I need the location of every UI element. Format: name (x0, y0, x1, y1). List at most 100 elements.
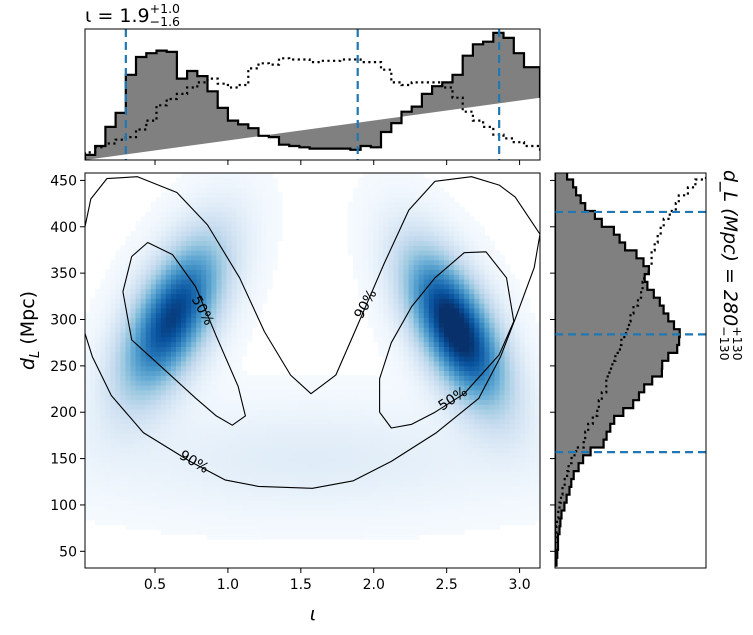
heatmap-cell (443, 471, 450, 478)
heatmap-cell (297, 423, 303, 429)
heatmap-cell (105, 466, 111, 473)
heatmap-cell (176, 264, 182, 270)
heatmap-cell (160, 515, 167, 521)
heatmap-cell (150, 298, 157, 304)
heatmap-cell (433, 360, 440, 367)
heatmap-cell (216, 524, 223, 531)
heatmap-cell (206, 356, 212, 362)
heatmap-cell (155, 466, 162, 473)
heatmap-cell (383, 307, 389, 314)
heatmap-cell (383, 375, 389, 381)
heatmap-cell (449, 437, 455, 444)
heatmap-cell (261, 500, 268, 506)
heatmap-cell (256, 182, 263, 189)
heatmap-cell (363, 259, 369, 266)
heatmap-cell (479, 317, 485, 323)
heatmap-cell (433, 197, 440, 203)
heatmap-cell (403, 500, 410, 506)
heatmap-cell (393, 274, 400, 280)
heatmap-cell (181, 389, 187, 396)
heatmap-cell (428, 259, 435, 266)
heatmap-cell (186, 240, 192, 246)
heatmap-cell (408, 495, 415, 502)
heatmap-cell (140, 447, 147, 453)
heatmap-cell (388, 471, 394, 478)
heatmap-cell (191, 500, 197, 506)
heatmap-cell (231, 245, 238, 251)
heatmap-cell (388, 274, 394, 280)
heatmap-cell (115, 351, 121, 357)
heatmap-cell (489, 322, 496, 328)
heatmap-cell (196, 404, 202, 410)
heatmap-cell (428, 206, 435, 213)
heatmap-cell (145, 442, 152, 449)
heatmap-cell (454, 486, 460, 492)
heatmap-cell (120, 399, 127, 405)
heatmap-cell (398, 447, 405, 453)
heatmap-cell (170, 476, 177, 482)
heatmap-cell (438, 418, 445, 425)
heatmap-cell (191, 442, 197, 449)
heatmap-cell (393, 254, 400, 261)
heatmap-cell (191, 177, 197, 184)
heatmap-cell (181, 341, 187, 348)
heatmap-cell (398, 341, 405, 348)
heatmap-cell (433, 327, 440, 333)
heatmap-cell (165, 433, 172, 439)
heatmap-cell (443, 317, 450, 323)
heatmap-cell (120, 452, 127, 458)
heatmap-cell (130, 283, 137, 290)
heatmap-cell (140, 269, 147, 275)
heatmap-cell (181, 346, 187, 352)
heatmap-cell (120, 269, 127, 275)
heatmap-cell (332, 380, 339, 386)
heatmap-cell (261, 495, 268, 502)
heatmap-cell (368, 394, 374, 401)
heatmap-cell (373, 312, 379, 319)
heatmap-cell (454, 423, 460, 429)
heatmap-cell (373, 283, 379, 290)
heatmap-cell (423, 466, 430, 473)
heatmap-cell (170, 481, 177, 487)
heatmap-cell (388, 221, 394, 227)
heatmap-cell (403, 534, 410, 540)
heatmap-cell (120, 409, 127, 415)
heatmap-cell (246, 240, 253, 246)
heatmap-cell (358, 534, 364, 540)
heatmap-cell (191, 206, 197, 213)
heatmap-cell (332, 476, 339, 482)
heatmap-cell (125, 259, 132, 266)
heatmap-cell (408, 303, 415, 309)
heatmap-cell (160, 433, 167, 439)
heatmap-cell (170, 245, 177, 251)
heatmap-cell (231, 283, 238, 290)
heatmap-cell (423, 447, 430, 453)
heatmap-cell (125, 298, 132, 304)
heatmap-cell (206, 197, 212, 203)
heatmap-cell (181, 394, 187, 401)
heatmap-cell (135, 221, 142, 227)
heatmap-cell (115, 380, 121, 386)
heatmap-cell (261, 529, 268, 535)
heatmap-cell (287, 433, 293, 439)
heatmap-cell (105, 428, 111, 434)
heatmap-cell (110, 331, 116, 338)
heatmap-cell (398, 351, 405, 357)
heatmap-cell (140, 428, 147, 434)
heatmap-cell (191, 307, 197, 314)
heatmap-cell (226, 423, 233, 429)
heatmap-cell (474, 495, 480, 502)
heatmap-cell (105, 307, 111, 314)
heatmap-cell (246, 283, 253, 290)
heatmap-cell (246, 452, 253, 458)
heatmap-cell (221, 303, 228, 309)
heatmap-cell (135, 336, 142, 343)
heatmap-cell (363, 447, 369, 453)
heatmap-cell (145, 500, 152, 506)
heatmap-cell (423, 293, 430, 299)
heatmap-cell (176, 274, 182, 280)
heatmap-cell (438, 278, 445, 285)
heatmap-cell (292, 486, 298, 492)
heatmap-cell (170, 269, 177, 275)
heatmap-cell (226, 331, 233, 338)
